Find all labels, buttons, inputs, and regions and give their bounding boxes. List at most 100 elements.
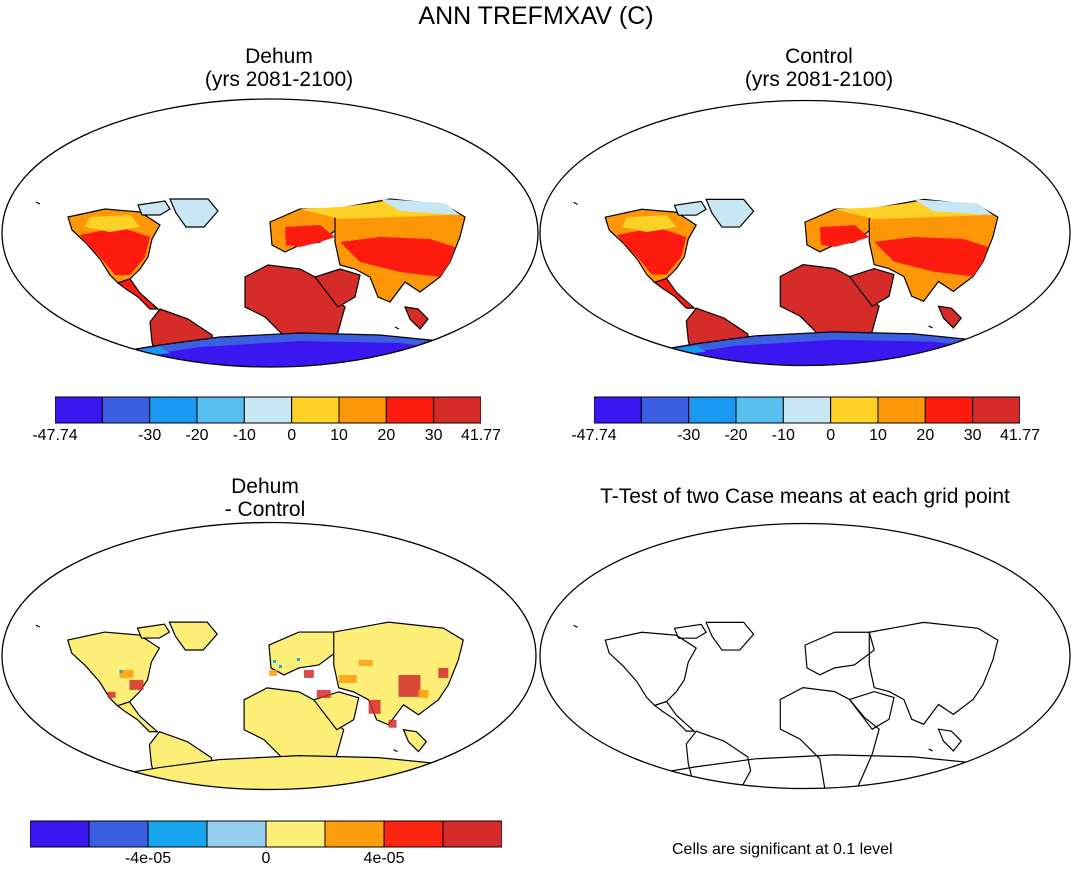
continent-southAmerica (685, 730, 752, 789)
continent-europe (804, 631, 875, 676)
colorbar-tick-label: 10 (869, 427, 887, 444)
cool-band-north-america (85, 215, 140, 232)
continent-seAsia (937, 728, 963, 752)
colorbar-swatch (433, 396, 481, 424)
colorbar-swatch (291, 396, 340, 424)
colorbar-swatch (735, 396, 784, 424)
panel-title-diff: Dehum - Control (65, 475, 465, 521)
map-ttest (539, 522, 1071, 790)
island-mark (519, 366, 525, 367)
colorbar-tick-label: -30 (677, 427, 701, 444)
polar-band-siberia (380, 199, 460, 215)
continent-arctic (136, 623, 171, 639)
colorbar-tick-label: 41.77 (460, 427, 502, 444)
hot-cluster (368, 699, 381, 714)
colorbar-diff (30, 820, 502, 848)
colorbar-swatch (88, 820, 149, 848)
colorbar-tick-label: 0 (261, 850, 271, 867)
colorbar-tick-label: 30 (963, 427, 982, 444)
continent-arabia (312, 691, 360, 731)
hot-cluster (107, 691, 116, 698)
warm-cluster (119, 669, 134, 678)
cool-speck (119, 669, 123, 673)
colorbar-tick-label: 0 (826, 427, 836, 444)
colorbar-tick-label: -20 (724, 427, 748, 444)
hot-cluster (303, 669, 314, 678)
continent-arctic (673, 623, 707, 639)
colorbar-swatch (594, 396, 642, 424)
continent-arctic (137, 200, 171, 216)
map-border (539, 522, 1071, 790)
colorbar-swatch (243, 396, 293, 424)
continent-asia (333, 621, 464, 726)
colorbar-swatch (30, 820, 90, 848)
colorbar-swatch (782, 396, 832, 424)
panel-title-line2: (yrs 2081-2100) (204, 68, 354, 91)
figure-title: ANN TREFMXAV (C) (418, 2, 654, 30)
continent-africa (779, 687, 880, 789)
continent-seAsia (937, 305, 963, 329)
island-mark (1051, 787, 1057, 789)
warm-cluster (358, 659, 373, 666)
warm-band-europe (819, 225, 870, 247)
continent-greenland (168, 621, 218, 651)
panel-title-line1: Dehum (245, 45, 313, 68)
significance-note: Cells are significant at 0.1 level (672, 841, 893, 858)
continent-centralAmerica (653, 277, 696, 309)
warm-cluster (269, 669, 277, 676)
panel-title-ttest: T-Test of two Case means at each grid po… (540, 485, 1070, 508)
colorbar-swatch (265, 820, 326, 848)
continent-arctic (673, 200, 707, 216)
panel-title-dehum: Dehum (yrs 2081-2100) (79, 45, 479, 91)
warm-cluster (338, 674, 357, 683)
colorbar-swatch (101, 396, 151, 424)
colorbar-control (594, 396, 1020, 424)
colorbar-tick-label: -47.74 (32, 427, 78, 444)
map-border (1, 521, 537, 791)
map-border (1, 98, 539, 368)
warm-band-asia (874, 236, 988, 277)
colorbar-swatch (385, 396, 435, 424)
map-diff (1, 521, 537, 791)
colorbar-labels-control: -47.74 -30 -20 -10 0 10 20 30 41.77 (571, 427, 1040, 449)
cool-speck (296, 657, 300, 661)
colorbar-tick-label: 10 (330, 427, 348, 444)
map-border (539, 99, 1071, 367)
colorbar-tick-label: -4e-05 (124, 850, 172, 867)
warm-band-asia (340, 237, 455, 277)
colorbar-tick-label: -47.74 (571, 427, 617, 444)
panel-title-line2: - Control (224, 498, 306, 521)
panel-title-line1: T-Test of two Case means at each grid po… (600, 485, 1010, 508)
colorbar-tick-label: 4e-05 (363, 850, 405, 867)
hot-cluster (438, 667, 449, 678)
island-mark (393, 749, 398, 753)
colorbar-dehum (55, 396, 481, 424)
continent-arabia (848, 267, 895, 307)
island-mark (517, 788, 523, 790)
continent-australia (417, 338, 483, 367)
continent-asia (868, 621, 999, 725)
island-mark (928, 748, 933, 752)
island-mark (1051, 364, 1057, 366)
continent-australia (415, 760, 481, 790)
ocean (2, 99, 538, 367)
colorbar-labels-diff: -4e-05 0 4e-05 (30, 850, 502, 869)
southern-cone (160, 365, 180, 367)
hot-cluster (316, 689, 331, 698)
warm-band-north-america (617, 227, 687, 275)
colorbar-tick-label: 0 (287, 427, 297, 444)
continent-arabia (848, 690, 895, 730)
colorbar-swatch (972, 396, 1020, 424)
continent-arabia (314, 268, 361, 308)
colorbar-tick-label: -10 (232, 427, 256, 444)
continent-centralAmerica (116, 278, 160, 310)
colorbar-tick-label: -20 (185, 427, 209, 444)
panel-title-line2: (yrs 2081-2100) (744, 68, 894, 91)
continent-centralAmerica (116, 701, 160, 733)
island-mark (35, 201, 41, 205)
colorbar-tick-label: 41.77 (999, 427, 1041, 444)
cool-speck (278, 664, 282, 668)
panel-title-line1: Dehum (231, 475, 299, 498)
continent-northAmerica (604, 631, 698, 707)
colorbar-swatch (688, 396, 737, 424)
